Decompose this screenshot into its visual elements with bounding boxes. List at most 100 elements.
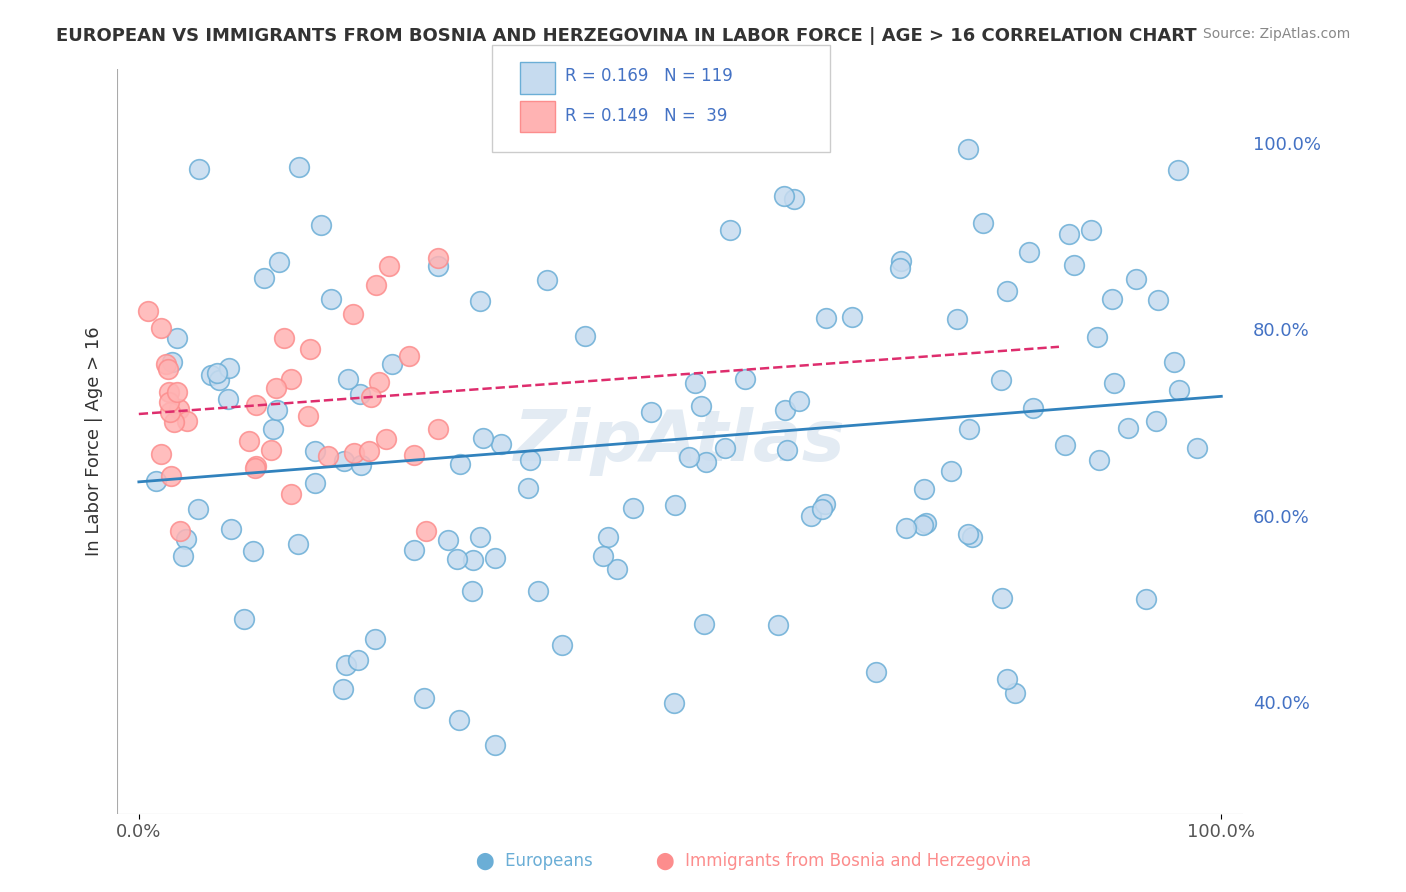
Point <box>159 405 181 419</box>
Point <box>447 713 470 727</box>
Point <box>960 530 983 544</box>
Point <box>1080 223 1102 237</box>
Point <box>527 584 550 599</box>
Point <box>368 375 391 389</box>
Point <box>157 395 180 409</box>
Point <box>205 366 228 380</box>
Point <box>956 142 979 156</box>
Point <box>342 307 364 321</box>
Point <box>592 549 614 563</box>
Point <box>266 402 288 417</box>
Point <box>896 521 918 535</box>
Point <box>163 415 186 429</box>
Point <box>187 161 209 176</box>
Point <box>990 373 1012 387</box>
Point <box>623 501 645 516</box>
Point <box>336 371 359 385</box>
Y-axis label: In Labor Force | Age > 16: In Labor Force | Age > 16 <box>86 326 103 556</box>
Point <box>169 524 191 538</box>
Text: EUROPEAN VS IMMIGRANTS FROM BOSNIA AND HERZEGOVINA IN LABOR FORCE | AGE > 16 COR: EUROPEAN VS IMMIGRANTS FROM BOSNIA AND H… <box>56 27 1197 45</box>
Point <box>415 524 437 539</box>
Point <box>253 271 276 285</box>
Point <box>1144 414 1167 428</box>
Point <box>776 442 799 457</box>
Point <box>517 481 540 495</box>
Point <box>166 384 188 399</box>
Point <box>200 368 222 382</box>
Point <box>245 458 267 473</box>
Point <box>519 453 541 467</box>
Point <box>1088 453 1111 467</box>
Point <box>304 475 326 490</box>
Point <box>484 738 506 752</box>
Point <box>991 591 1014 606</box>
Point <box>461 553 484 567</box>
Text: ⬤  Europeans: ⬤ Europeans <box>475 852 593 870</box>
Text: R = 0.169   N = 119: R = 0.169 N = 119 <box>565 67 733 85</box>
Point <box>145 474 167 488</box>
Point <box>160 355 183 369</box>
Point <box>426 252 449 266</box>
Point <box>304 444 326 458</box>
Point <box>150 321 173 335</box>
Point <box>972 216 994 230</box>
Point <box>381 357 404 371</box>
Point <box>606 562 628 576</box>
Point <box>536 273 558 287</box>
Point <box>1125 272 1147 286</box>
Point <box>426 422 449 436</box>
Point <box>155 357 177 371</box>
Point <box>333 454 356 468</box>
Text: R = 0.149   N =  39: R = 0.149 N = 39 <box>565 107 727 125</box>
Point <box>172 549 194 563</box>
Point <box>350 458 373 472</box>
Point <box>364 632 387 646</box>
Point <box>911 517 934 532</box>
Point <box>814 497 837 511</box>
Point <box>470 293 492 308</box>
Point <box>375 433 398 447</box>
Point <box>221 523 243 537</box>
Point <box>413 691 436 706</box>
Point <box>574 329 596 343</box>
Point <box>346 653 368 667</box>
Point <box>640 405 662 419</box>
Point <box>662 697 685 711</box>
Point <box>378 259 401 273</box>
Point <box>404 543 426 558</box>
Point <box>176 414 198 428</box>
Point <box>262 422 284 436</box>
Point <box>690 399 713 413</box>
Point <box>995 285 1018 299</box>
Point <box>316 449 339 463</box>
Point <box>787 394 810 409</box>
Point <box>232 612 254 626</box>
Point <box>297 409 319 424</box>
Point <box>1057 227 1080 241</box>
Point <box>309 218 332 232</box>
Point <box>889 260 911 275</box>
Point <box>319 292 342 306</box>
Point <box>187 502 209 516</box>
Point <box>1004 686 1026 700</box>
Point <box>489 437 512 451</box>
Point <box>1104 376 1126 390</box>
Point <box>1185 441 1208 455</box>
Point <box>360 390 382 404</box>
Point <box>468 530 491 544</box>
Point <box>357 444 380 458</box>
Point <box>299 343 322 357</box>
Point <box>335 658 357 673</box>
Point <box>259 442 281 457</box>
Point <box>157 362 180 376</box>
Text: Source: ZipAtlas.com: Source: ZipAtlas.com <box>1202 27 1350 41</box>
Point <box>174 532 197 546</box>
Point <box>865 665 887 680</box>
Point <box>243 461 266 475</box>
Point <box>217 392 239 406</box>
Point <box>695 455 717 469</box>
Point <box>912 482 935 496</box>
Point <box>1022 401 1045 416</box>
Point <box>157 385 180 400</box>
Point <box>288 160 311 174</box>
